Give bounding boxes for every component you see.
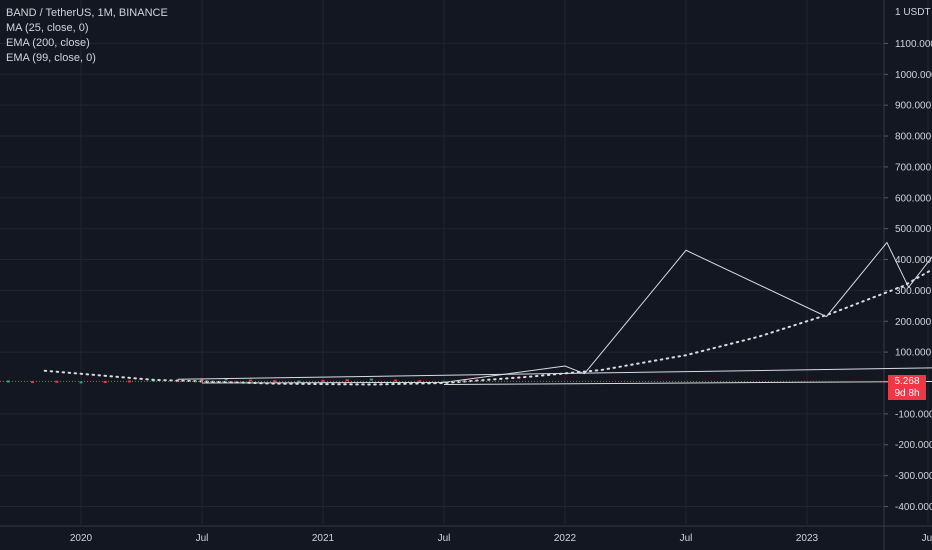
y-tick-label: 600.000	[895, 193, 932, 204]
price-candle	[345, 379, 349, 382]
series-line-1	[43, 268, 932, 386]
price-candle	[418, 380, 422, 383]
price-candle	[321, 379, 325, 382]
series-line-3	[443, 381, 932, 385]
price-candle	[31, 381, 35, 384]
y-tick-label: 200.000	[895, 317, 932, 328]
price-candle	[55, 380, 59, 383]
price-candle	[273, 380, 277, 383]
y-tick-label: 100.000	[895, 348, 932, 359]
legend-symbol[interactable]: BAND / TetherUS, 1M, BINANCE	[6, 7, 168, 19]
legend-ema200[interactable]: EMA (200, close)	[6, 37, 90, 49]
price-candle	[248, 379, 252, 382]
chart-legend: BAND / TetherUS, 1M, BINANCE MA (25, clo…	[6, 6, 168, 66]
legend-ma[interactable]: MA (25, close, 0)	[6, 22, 89, 34]
x-tick-label: Jul	[680, 533, 693, 544]
x-tick-label: Jul	[922, 533, 932, 544]
y-tick-label: -200.000	[895, 440, 932, 451]
legend-ema99[interactable]: EMA (99, close, 0)	[6, 52, 96, 64]
series-line-0	[201, 241, 932, 384]
last-price-tag: 5.268 9d 8h	[888, 375, 926, 400]
x-tick-label: 2021	[312, 533, 335, 544]
y-tick-label: 400.000	[895, 255, 932, 266]
price-candle	[200, 378, 204, 381]
y-tick-label: -400.000	[895, 502, 932, 513]
series-line-2	[177, 367, 932, 380]
last-price-value: 5.268	[894, 376, 920, 387]
x-tick-label: Jul	[438, 533, 451, 544]
price-candle	[103, 381, 107, 384]
y-tick-label: 800.000	[895, 132, 932, 143]
price-candle	[394, 379, 398, 382]
price-candle	[79, 381, 83, 384]
y-tick-label: -100.000	[895, 409, 932, 420]
countdown-value: 9d 8h	[894, 388, 920, 399]
x-axis[interactable]: 2020Jul2021Jul2022Jul2023Jul2024Jul2025J…	[70, 533, 932, 544]
y-tick-label: 700.000	[895, 162, 932, 173]
y-axis[interactable]: 1100.000 1000.000 900.000 800.000 700.000 600…	[884, 39, 932, 513]
currency-label: 1 USDT 0	[895, 7, 932, 18]
y-tick-label: 500.000	[895, 224, 932, 235]
price-candle	[297, 380, 301, 383]
price-candle	[224, 378, 228, 381]
price-candle	[6, 380, 10, 383]
x-tick-label: Jul	[196, 533, 209, 544]
x-tick-label: 2023	[796, 533, 819, 544]
chart-series	[43, 241, 932, 386]
y-tick-label: 300.000	[895, 286, 932, 297]
x-tick-label: 2022	[554, 533, 577, 544]
x-tick-label: 2020	[70, 533, 93, 544]
y-tick-label: 1000.000	[895, 70, 932, 81]
price-candle	[369, 378, 373, 381]
y-tick-label: -300.000	[895, 471, 932, 482]
y-tick-label: 900.000	[895, 101, 932, 112]
y-tick-label: 1100.000	[895, 39, 932, 50]
